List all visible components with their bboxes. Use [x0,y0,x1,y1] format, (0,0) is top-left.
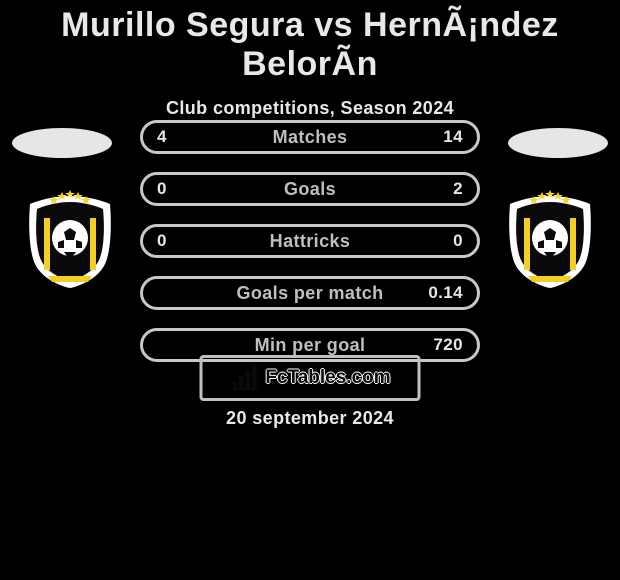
stat-left-value: 4 [157,127,167,147]
brand-badge: FcTables.com [200,355,421,401]
stat-label: Goals per match [236,283,383,304]
stat-label: Hattricks [270,231,351,252]
stat-left-value: 0 [157,231,167,251]
bar-chart-icon [229,365,263,391]
stat-label: Goals [284,179,336,200]
shield-icon [500,190,600,290]
comparison-arena: 4 Matches 14 0 Goals 2 0 Hattricks 0 Goa… [0,110,620,350]
stat-row: 0 Goals 2 [140,172,480,206]
stat-left-value: 0 [157,179,167,199]
stat-row: 4 Matches 14 [140,120,480,154]
country-flag-left [12,128,112,158]
generated-date: 20 september 2024 [0,408,620,429]
brand-text: FcTables.com [265,367,390,389]
club-badge-right [500,190,600,290]
page-title: Murillo Segura vs HernÃ¡ndez BelorÃ­n [0,0,620,84]
stat-row: 0 Hattricks 0 [140,224,480,258]
stat-right-value: 720 [433,335,463,355]
shield-icon [20,190,120,290]
club-badge-left [20,190,120,290]
stat-label: Matches [273,127,348,148]
stat-right-value: 0 [453,231,463,251]
stat-right-value: 14 [443,127,463,147]
stat-right-value: 0.14 [428,283,463,303]
stat-right-value: 2 [453,179,463,199]
stats-column: 4 Matches 14 0 Goals 2 0 Hattricks 0 Goa… [140,120,480,362]
country-flag-right [508,128,608,158]
stat-row: Goals per match 0.14 [140,276,480,310]
stat-label: Min per goal [255,335,366,356]
